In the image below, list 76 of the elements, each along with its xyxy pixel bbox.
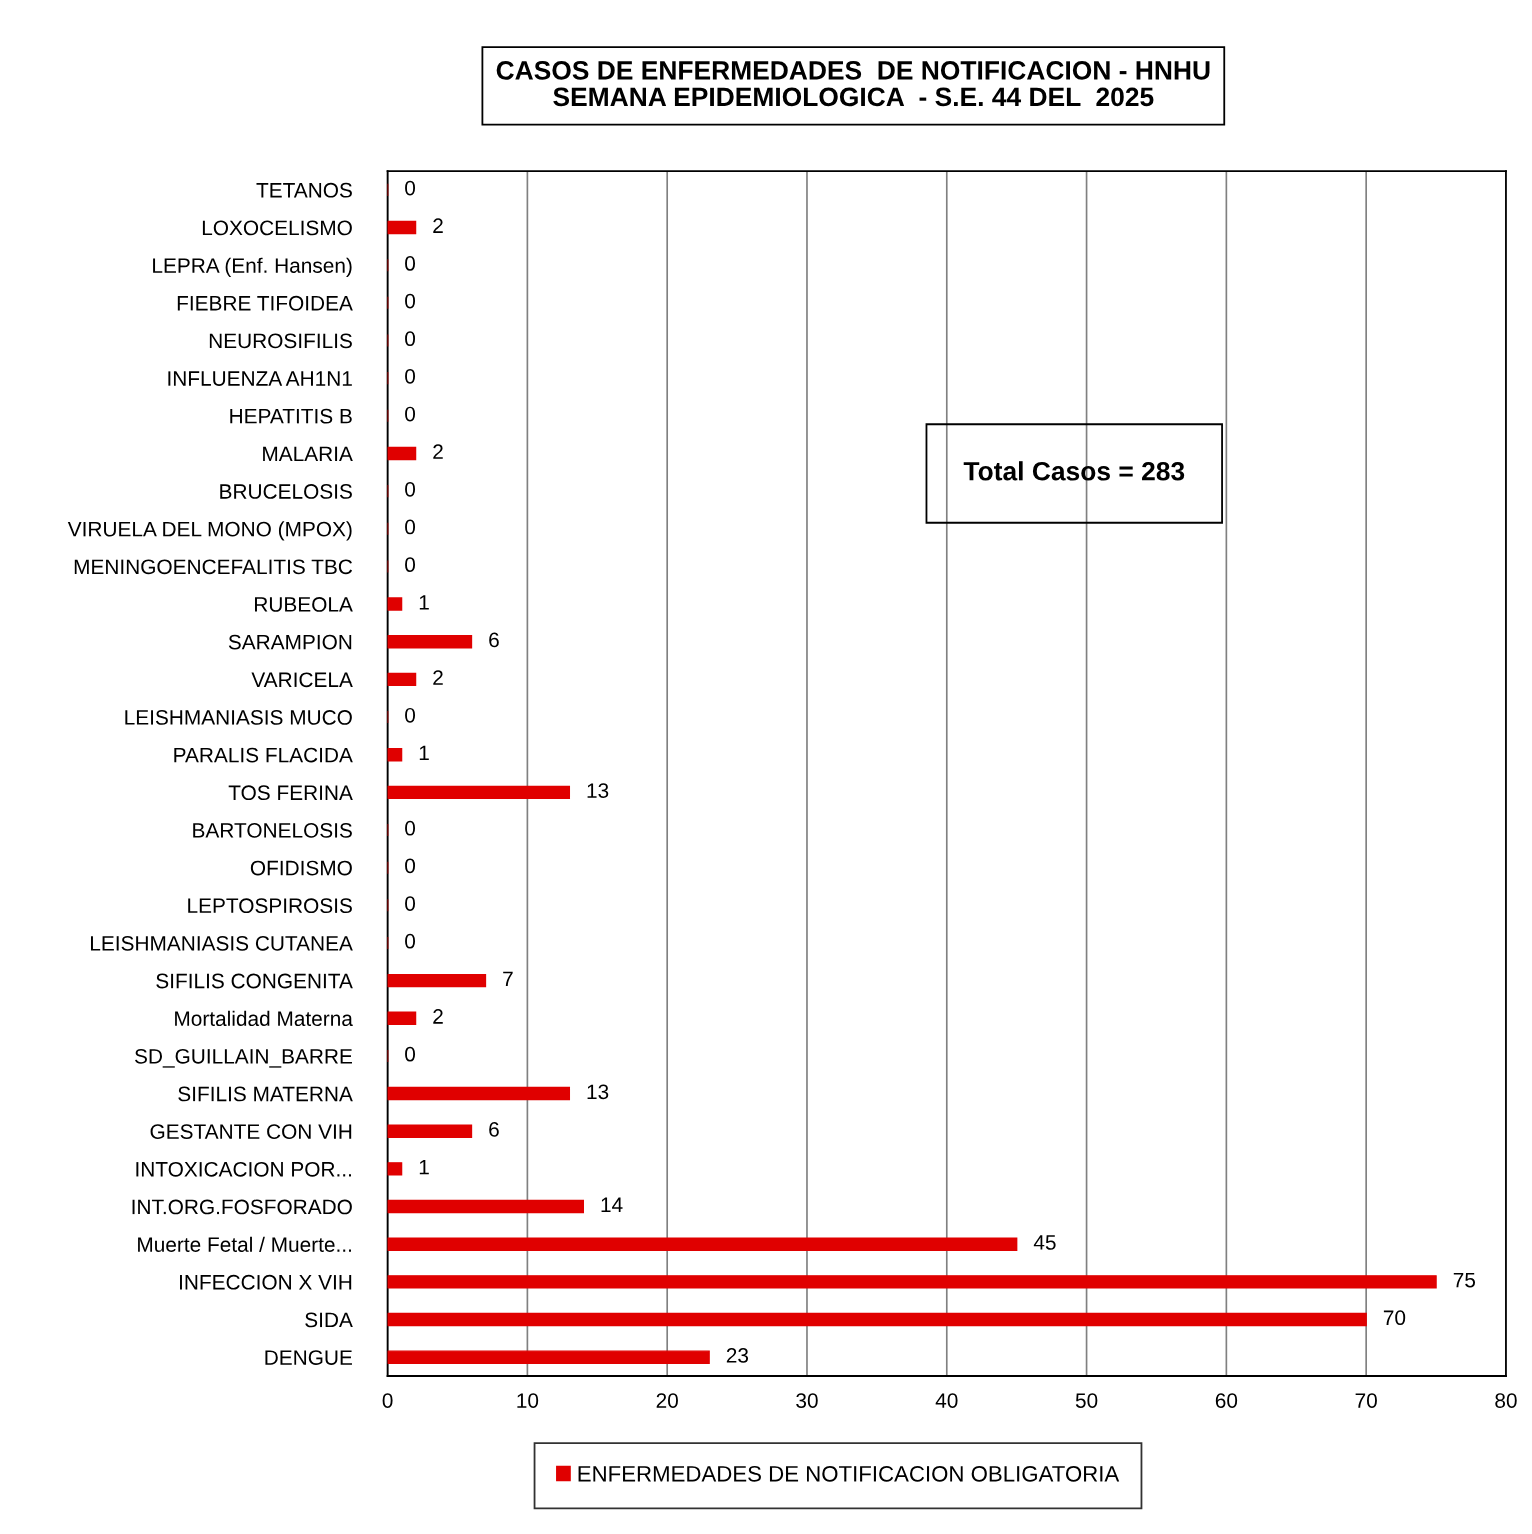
x-tick-label: 40 <box>935 1393 958 1408</box>
x-tick-label: 80 <box>1495 1393 1517 1408</box>
y-tick-label: INFLUENZA AH1N1 <box>168 371 352 386</box>
y-tick-label: TOS FERINA <box>228 785 353 801</box>
data-label: 23 <box>726 1348 749 1363</box>
y-tick-label: LEISHMANIASIS CUTANEA <box>91 935 353 951</box>
y-tick-label: INT.ORG.FOSFORADO <box>132 1199 352 1215</box>
data-label: 6 <box>489 1122 499 1137</box>
y-tick-label: LEPTOSPIROSIS <box>188 898 352 914</box>
x-tick-label: 50 <box>1075 1393 1098 1408</box>
y-tick-label: Muerte Fetal / Muerte... <box>138 1236 351 1252</box>
y-tick-label: TETANOS <box>256 182 352 198</box>
y-tick-label: GESTANTE CON VIH <box>150 1124 352 1139</box>
data-label: 1 <box>419 745 429 761</box>
data-label: 13 <box>587 783 609 798</box>
x-tick-label: 60 <box>1215 1393 1238 1408</box>
y-tick-label: SIFILIS MATERNA <box>178 1086 353 1102</box>
y-tick-label: Mortalidad Materna <box>175 1010 353 1027</box>
data-label: 0 <box>405 1046 416 1062</box>
y-tick-label: NEUROSIFILIS <box>209 333 352 349</box>
y-tick-label: DENGUE <box>265 1350 352 1365</box>
y-tick-label: HEPATITIS B <box>230 408 352 424</box>
y-tick-label: VARICELA <box>251 672 353 688</box>
data-label: 0 <box>405 557 416 573</box>
data-label: 0 <box>405 858 416 874</box>
data-label: 0 <box>405 519 416 535</box>
data-label: 45 <box>1033 1235 1056 1250</box>
data-label: 0 <box>405 293 416 309</box>
x-tick-label: 10 <box>517 1393 539 1408</box>
data-label: 0 <box>405 896 416 911</box>
y-tick-label: FIEBRE TIFOIDEA <box>177 295 353 311</box>
y-tick-label: RUBEOLA <box>255 597 353 612</box>
y-tick-label: LEISHMANIASIS MUCO <box>125 710 352 725</box>
y-tick-label: SD_GUILLAIN_BARRE <box>134 1048 352 1068</box>
data-label: 0 <box>405 368 416 384</box>
y-tick-label: BRUCELOSIS <box>220 484 352 499</box>
x-tick-label: 70 <box>1355 1393 1377 1408</box>
data-label: 1 <box>419 1159 429 1175</box>
annotation: Total Casos = 283 <box>963 461 1185 481</box>
y-tick-label: BARTONELOSIS <box>193 823 352 838</box>
x-tick-label: 0 <box>382 1393 393 1408</box>
data-label: 13 <box>587 1084 609 1100</box>
y-tick-label: INTOXICACION POR... <box>136 1161 351 1177</box>
data-label: 2 <box>433 1009 443 1024</box>
data-label: 0 <box>405 707 416 723</box>
data-label: 0 <box>405 481 416 497</box>
data-label: 14 <box>601 1197 623 1212</box>
data-label: 0 <box>405 180 416 196</box>
data-label: 2 <box>433 218 443 233</box>
y-tick-label: SIDA <box>305 1312 353 1328</box>
data-label: 70 <box>1383 1310 1406 1326</box>
y-tick-label: MENINGOENCEFALITIS TBC <box>74 559 353 575</box>
y-tick-label: PARALIS FLACIDA <box>174 747 353 763</box>
data-label: 2 <box>433 444 443 459</box>
x-tick-label: 20 <box>656 1393 678 1408</box>
data-label: 0 <box>405 331 416 347</box>
y-tick-label: MALARIA <box>263 446 353 461</box>
data-label: 0 <box>405 933 416 949</box>
data-label: 0 <box>405 406 416 422</box>
y-tick-label: LOXOCELISMO <box>202 220 352 236</box>
data-label: 2 <box>433 670 443 685</box>
data-label: 0 <box>405 820 416 836</box>
chart-title: CASOS DE ENFERMEDADES DE NOTIFICACION - HNHU SEMANA EPIDEMIOLOGICA - S.E. 44 DEL 2025 <box>496 61 1210 107</box>
y-tick-label: SIFILIS CONGENITA <box>156 973 353 989</box>
y-tick-label: LEPRA (Enf. Hansen) <box>153 257 352 278</box>
data-label: 0 <box>405 256 416 271</box>
data-label: 7 <box>503 971 513 987</box>
y-tick-label: VIRUELA DEL MONO (MPOX) <box>67 521 352 541</box>
data-label: 75 <box>1453 1272 1476 1288</box>
y-tick-label: OFIDISMO <box>250 860 352 876</box>
y-tick-label: INFECCION X VIH <box>180 1274 352 1290</box>
y-tick-label: SARAMPION <box>228 634 352 650</box>
legend-label: ENFERMEDADES DE NOTIFICACION OBLIGATORIA <box>578 1465 1120 1482</box>
data-label: 1 <box>419 595 429 610</box>
x-tick-label: 30 <box>796 1393 818 1408</box>
data-label: 6 <box>489 632 499 648</box>
